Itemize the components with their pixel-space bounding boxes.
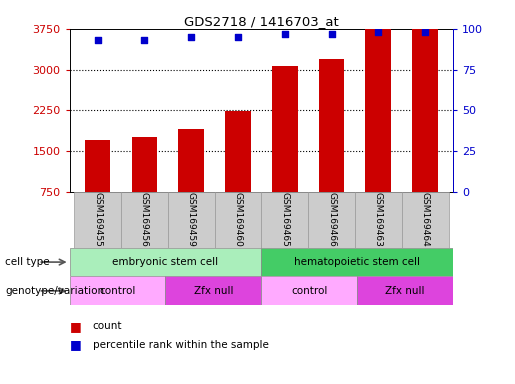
Bar [261, 192, 308, 248]
Text: GSM169459: GSM169459 [186, 192, 196, 247]
Text: hematopoietic stem cell: hematopoietic stem cell [294, 257, 420, 267]
Bar [215, 192, 261, 248]
Text: ■: ■ [70, 320, 81, 333]
Bar [121, 192, 168, 248]
Text: Zfx null: Zfx null [386, 286, 425, 296]
Text: genotype/variation: genotype/variation [5, 286, 104, 296]
Bar [308, 192, 355, 248]
Bar [402, 192, 449, 248]
Text: GSM169466: GSM169466 [327, 192, 336, 247]
Text: GSM169456: GSM169456 [140, 192, 149, 247]
Text: embryonic stem cell: embryonic stem cell [112, 257, 218, 267]
Bar [319, 59, 345, 192]
Text: percentile rank within the sample: percentile rank within the sample [93, 340, 269, 350]
Text: GSM169464: GSM169464 [421, 192, 430, 247]
Text: GSM169460: GSM169460 [233, 192, 243, 247]
Bar [272, 66, 298, 192]
Bar [355, 192, 402, 248]
Point [328, 31, 336, 37]
Bar [165, 276, 261, 305]
Text: GSM169463: GSM169463 [374, 192, 383, 247]
Text: GSM169455: GSM169455 [93, 192, 102, 247]
Bar [131, 137, 157, 192]
Text: control: control [291, 286, 328, 296]
Bar [178, 129, 204, 192]
Bar [74, 192, 121, 248]
Bar [70, 276, 165, 305]
Bar [225, 111, 251, 192]
Text: control: control [99, 286, 135, 296]
Point [234, 34, 242, 40]
Point [187, 34, 195, 40]
Text: GSM169465: GSM169465 [280, 192, 289, 247]
Bar [261, 276, 357, 305]
Text: cell type: cell type [5, 257, 50, 267]
Point [374, 29, 383, 35]
Point [94, 37, 102, 43]
Bar [70, 248, 261, 276]
Point [281, 31, 289, 37]
Bar [261, 248, 453, 276]
Bar [168, 192, 215, 248]
Bar [366, 29, 391, 192]
Bar [85, 140, 110, 192]
Title: GDS2718 / 1416703_at: GDS2718 / 1416703_at [184, 15, 339, 28]
Text: ■: ■ [70, 338, 81, 351]
Bar [357, 276, 453, 305]
Point [421, 29, 429, 35]
Bar [413, 23, 438, 192]
Text: Zfx null: Zfx null [194, 286, 233, 296]
Text: count: count [93, 321, 122, 331]
Point [140, 37, 148, 43]
